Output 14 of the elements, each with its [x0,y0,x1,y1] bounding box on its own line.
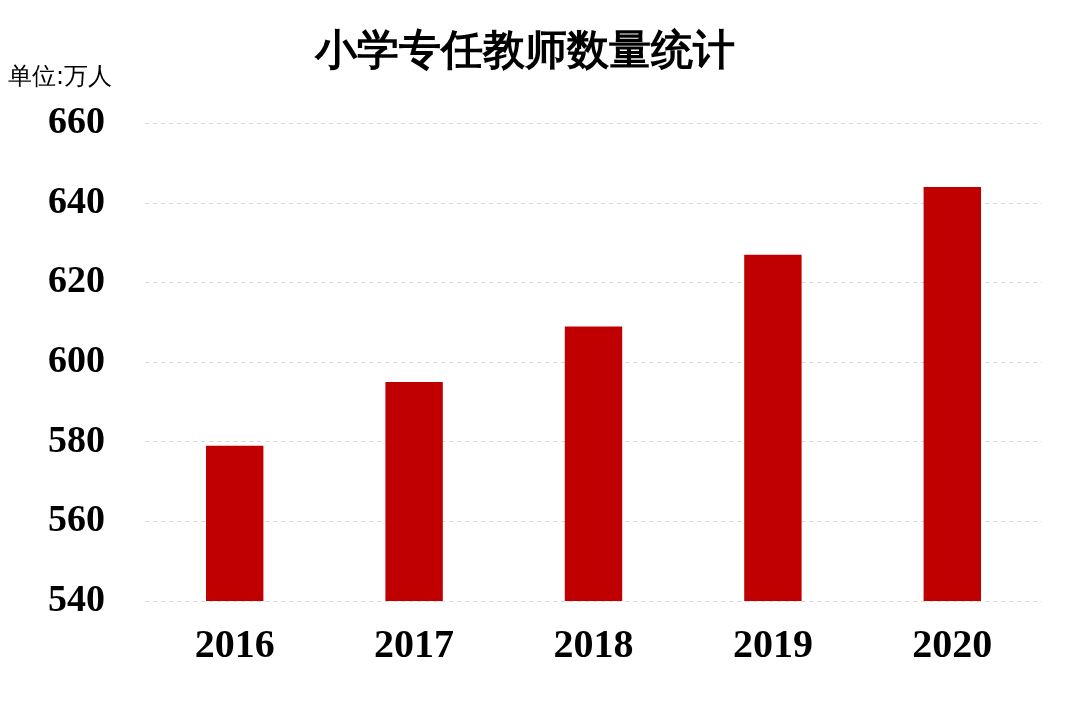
y-tick-label: 620 [48,258,105,301]
x-tick-label: 2020 [912,621,993,667]
y-tick-label: 560 [48,497,105,540]
x-tick-label: 2017 [374,621,455,667]
x-tick-label: 2018 [553,621,634,667]
x-tick-label: 2019 [732,621,813,667]
chart-title: 小学专任教师数量统计 [314,25,735,75]
y-tick-label: 600 [48,338,105,381]
x-tick-label: 2016 [194,621,275,667]
y-tick-label: 580 [48,417,105,460]
y-tick-label: 660 [48,99,105,142]
y-tick-label: 540 [48,576,105,619]
y-axis-title: 单位:万人 [8,61,113,92]
y-tick-label: 640 [48,178,105,221]
